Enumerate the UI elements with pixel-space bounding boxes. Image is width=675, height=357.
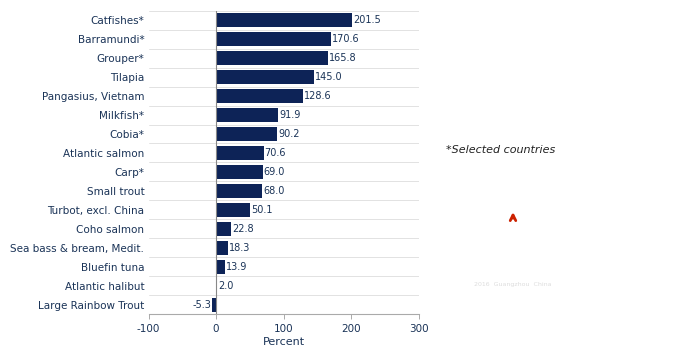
X-axis label: Percent: Percent (263, 337, 304, 347)
Bar (213, 298, 216, 312)
Text: 50.1: 50.1 (251, 205, 272, 215)
Bar (216, 203, 250, 217)
Text: 13.9: 13.9 (226, 262, 248, 272)
Bar (216, 70, 314, 84)
Text: 69.0: 69.0 (263, 167, 285, 177)
Text: 2016  Guangzhou  China: 2016 Guangzhou China (475, 282, 551, 287)
Text: L: L (543, 229, 560, 253)
Bar (216, 89, 303, 103)
Bar (216, 260, 225, 274)
Text: 2.0: 2.0 (219, 281, 234, 291)
Bar (216, 222, 232, 236)
Text: 145.0: 145.0 (315, 72, 342, 82)
Bar (216, 146, 264, 160)
Text: 90.2: 90.2 (278, 129, 300, 139)
Bar (216, 278, 217, 293)
Bar (216, 241, 228, 255)
Text: 170.6: 170.6 (332, 34, 360, 44)
Text: 91.9: 91.9 (279, 110, 300, 120)
Text: 22.8: 22.8 (232, 224, 254, 234)
Text: *Selected countries: *Selected countries (446, 145, 555, 155)
Bar (216, 32, 331, 46)
Bar (216, 127, 277, 141)
Bar (216, 51, 328, 65)
Bar (216, 165, 263, 179)
Text: 70.6: 70.6 (265, 148, 286, 158)
Bar (216, 13, 352, 27)
Bar (216, 108, 278, 122)
Text: 128.6: 128.6 (304, 91, 331, 101)
Text: -5.3: -5.3 (192, 300, 211, 310)
Text: 68.0: 68.0 (263, 186, 284, 196)
Text: 201.5: 201.5 (353, 15, 381, 25)
Bar (216, 184, 262, 198)
Text: 165.8: 165.8 (329, 53, 356, 63)
Text: GO: GO (470, 229, 513, 253)
Text: 18.3: 18.3 (230, 243, 250, 253)
